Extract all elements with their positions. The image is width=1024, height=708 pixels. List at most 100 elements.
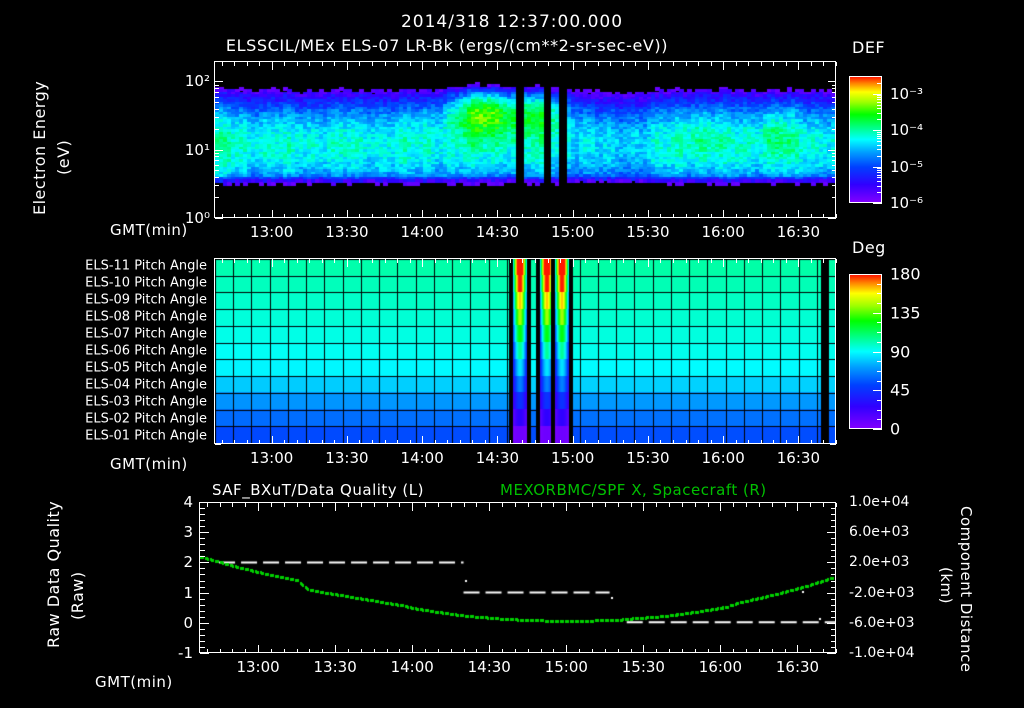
axis-tick [873, 390, 882, 391]
panel1-ytick-label: 10⁰ [184, 209, 210, 227]
panel1-xtick-label: 16:30 [776, 223, 820, 241]
axis-tick [873, 167, 882, 168]
axis-tick [873, 203, 882, 204]
axis-tick [877, 108, 882, 109]
panel3-title-right: MEXORBMC/SPF X, Spacecraft (R) [500, 481, 767, 499]
panel2-xlabel: GMT(min) [110, 455, 188, 473]
panel1-xtick-label: 14:30 [475, 223, 520, 241]
panel2-xtick-label: 16:30 [776, 449, 820, 467]
panel3-xtick-label: 14:00 [390, 658, 434, 676]
panel3-xlabel: GMT(min) [95, 673, 173, 691]
panel1-ylabel: Electron Energy [30, 81, 49, 215]
deg-colorbar-label: 90 [890, 342, 911, 361]
axis-tick [836, 503, 837, 507]
axis-tick [877, 132, 882, 133]
pitch-angle-row-label: ELS-03 Pitch Angle [85, 394, 207, 410]
axis-tick [215, 444, 221, 445]
panel1-yunits-text: (eV) [54, 139, 73, 175]
axis-tick [877, 83, 882, 84]
axis-tick [836, 440, 837, 444]
panel1-ytick-label: 10² [184, 72, 210, 91]
panel3-xtick-label: 16:00 [698, 658, 743, 676]
axis-tick [877, 145, 882, 146]
deg-colorbar-label: 180 [890, 264, 921, 284]
deg-colorbar[interactable] [849, 274, 882, 429]
panel3-right-tick-label: -1.0e+04 [849, 645, 915, 661]
deg-colorbar-label: 45 [890, 380, 911, 400]
panel2-xtick-label: 15:30 [626, 449, 670, 467]
panel3-ylabel-right-text: Component Distance [957, 506, 975, 673]
axis-tick [873, 94, 882, 95]
axis-tick [877, 361, 882, 362]
axis-tick [877, 192, 882, 193]
pitch-angle-row-label: ELS-09 Pitch Angle [85, 292, 207, 308]
panel1-yunits: (eV) [54, 140, 73, 175]
axis-tick [877, 172, 882, 173]
axis-tick [836, 259, 837, 263]
panel3-left-tick-label: 2 [183, 553, 193, 572]
panel2-xtick-label: 16:00 [701, 449, 745, 467]
axis-tick [877, 168, 882, 169]
panel2-xtick-label: 14:30 [475, 449, 520, 467]
panel3-left-tick-label: 0 [183, 613, 193, 632]
panel3-xtick-label: 13:30 [313, 658, 357, 676]
panel1-xtick-label: 14:00 [400, 223, 444, 241]
axis-tick [877, 97, 882, 98]
axis-tick [877, 149, 882, 150]
data-quality-plot-area[interactable] [199, 502, 836, 653]
axis-tick [877, 138, 882, 139]
axis-tick [873, 352, 882, 353]
def-colorbar[interactable] [849, 76, 882, 203]
plot-title-timestamp: 2014/318 12:37:00.000 [400, 12, 624, 32]
axis-tick [877, 156, 882, 157]
panel3-ylabel-left: Raw Data Quality [44, 501, 63, 648]
panel1-xtick-label: 13:00 [250, 223, 294, 241]
pitch-angle-row-label: ELS-01 Pitch Angle [85, 428, 207, 444]
spectrogram-plot-area[interactable] [214, 61, 836, 218]
axis-tick [877, 119, 882, 120]
axis-tick [200, 653, 209, 654]
panel3-right-tick-label: 1.0e+04 [849, 494, 910, 510]
panel3-title-left: SAF_BXuT/Data Quality (L) [212, 481, 424, 499]
axis-tick [877, 177, 882, 178]
plot-title-dataset: ELSSCIL/MEx ELS-07 LR-Bk (ergs/(cm**2-sr… [225, 36, 669, 55]
panel3-xtick-label: 14:30 [467, 658, 511, 676]
axis-tick [215, 218, 223, 219]
panel2-xtick-label: 14:00 [400, 449, 444, 467]
panel3-left-tick-label: 4 [183, 493, 193, 511]
panel1-ylabel-text: Electron Energy [30, 80, 49, 215]
pitch-angle-row-label: ELS-02 Pitch Angle [85, 411, 207, 427]
colorbar2-title: Deg [852, 238, 886, 257]
axis-tick [873, 130, 882, 131]
axis-tick [877, 181, 882, 182]
pitch-angle-row-label: ELS-07 Pitch Angle [85, 326, 207, 342]
axis-tick [877, 136, 882, 137]
panel3-left-tick-label: -1 [178, 644, 193, 662]
axis-tick [877, 284, 882, 285]
axis-tick [877, 170, 882, 171]
panel3-ylabel-left-text: Raw Data Quality [44, 500, 63, 648]
axis-tick [877, 371, 882, 372]
pitch-angle-plot-area[interactable] [214, 258, 836, 444]
axis-tick [877, 76, 882, 77]
panel3-ylabel-right-units-text: (km) [937, 567, 955, 605]
pitch-angle-row-label: ELS-11 Pitch Angle [85, 258, 207, 274]
panel1-xtick-label: 15:30 [626, 223, 670, 241]
axis-tick [877, 293, 882, 294]
pitch-angle-row-label: ELS-06 Pitch Angle [85, 343, 207, 359]
axis-tick [877, 332, 882, 333]
panel3-ylabel-right: Component Distance [957, 506, 975, 672]
axis-tick [877, 303, 882, 304]
panel3-left-tick-label: 1 [183, 583, 193, 602]
axis-tick [836, 214, 837, 218]
panel1-xtick-label: 13:30 [325, 223, 369, 241]
def-colorbar-label: 10⁻⁴ [890, 121, 924, 139]
panel3-left-tick-label: 3 [183, 523, 193, 542]
axis-tick [877, 342, 882, 343]
pitch-angle-row-label: ELS-04 Pitch Angle [85, 377, 207, 393]
axis-tick [873, 313, 882, 314]
axis-tick [873, 429, 882, 430]
axis-tick [827, 653, 836, 654]
panel3-xtick-label: 15:30 [621, 658, 665, 676]
